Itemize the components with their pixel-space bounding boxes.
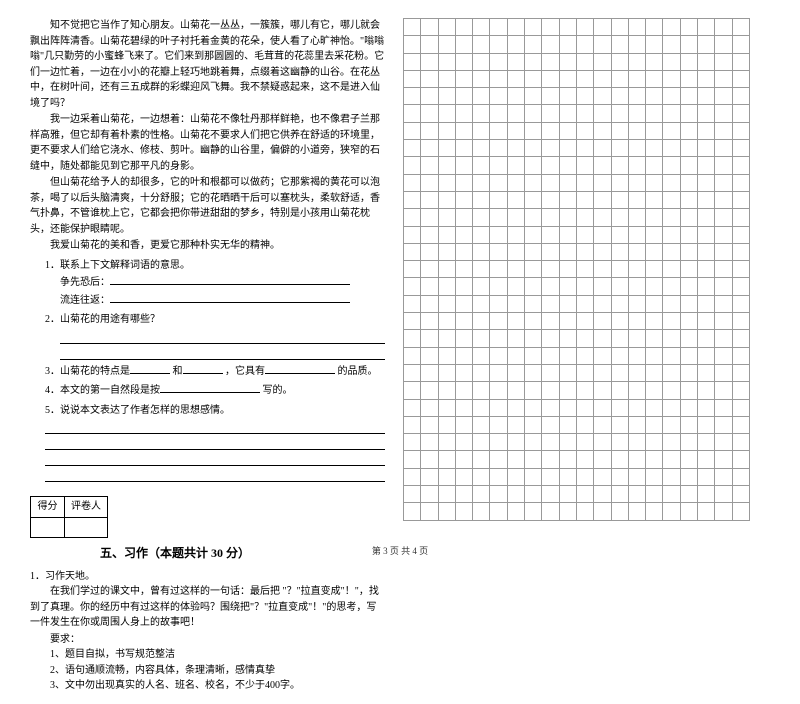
- score-h1: 得分: [31, 497, 65, 518]
- score-cell1[interactable]: [31, 517, 65, 538]
- q3c: ，它具有: [225, 366, 265, 377]
- q2-blank1[interactable]: [60, 330, 385, 344]
- q5: 5．说说本文表达了作者怎样的思想感情。: [45, 403, 385, 419]
- q4-blank[interactable]: [160, 383, 260, 393]
- writing-grid-wrap: [403, 18, 750, 521]
- writing-grid[interactable]: [404, 19, 750, 521]
- q2: 2．山菊花的用途有哪些？: [45, 312, 385, 328]
- page-footer: 第 3 页 共 4 页: [0, 544, 800, 557]
- q1b-label: 流连往返：: [60, 295, 110, 306]
- passage-p1: 知不觉把它当作了知心朋友。山菊花一丛丛，一簇簇，哪儿有它，哪儿就会飘出阵阵清香。…: [30, 18, 385, 111]
- right-column: [403, 18, 753, 694]
- q1a-label: 争先恐后：: [60, 277, 110, 288]
- q3-blank3[interactable]: [265, 364, 335, 374]
- q4b: 写的。: [263, 385, 293, 396]
- essay-t: 1．习作天地。: [30, 569, 385, 585]
- q3-blank1[interactable]: [130, 364, 170, 374]
- passage-p2: 我一边采着山菊花，一边想着：山菊花不像牡丹那样鲜艳，也不像君子兰那样高雅，但它却…: [30, 112, 385, 174]
- passage-p3: 但山菊花给予人的却很多，它的叶和根都可以做药；它那紫褐的黄花可以泡茶，喝了以后头…: [30, 175, 385, 237]
- score-cell2[interactable]: [65, 517, 108, 538]
- q3: 3．山菊花的特点是 和 ，它具有 的品质。: [45, 364, 385, 380]
- q3-blank2[interactable]: [183, 364, 223, 374]
- essay-r3: 3、文中勿出现真实的人名、班名、校名，不少于400字。: [30, 678, 385, 694]
- q2-blank2[interactable]: [60, 346, 385, 360]
- q5-blank2[interactable]: [45, 436, 385, 450]
- essay-req: 要求：: [30, 632, 385, 648]
- q5-blank3[interactable]: [45, 452, 385, 466]
- q1b: 流连往返：: [60, 293, 385, 309]
- q3b: 和: [173, 366, 183, 377]
- score-table: 得分 评卷人: [30, 496, 108, 538]
- q4: 4．本文的第一自然段是按 写的。: [45, 383, 385, 399]
- q5-blank1[interactable]: [45, 420, 385, 434]
- left-column: 知不觉把它当作了知心朋友。山菊花一丛丛，一簇簇，哪儿有它，哪儿就会飘出阵阵清香。…: [30, 18, 385, 694]
- q3a: 3．山菊花的特点是: [45, 366, 130, 377]
- essay-body: 在我们学过的课文中，曾有过这样的一句话：最后把 "？"拉直变成"！"，找到了真理…: [30, 584, 385, 631]
- q1b-blank[interactable]: [110, 293, 350, 303]
- q1a-blank[interactable]: [110, 275, 350, 285]
- essay-r2: 2、语句通顺流畅，内容具体，条理清晰，感情真挚: [30, 663, 385, 679]
- passage-p4: 我爱山菊花的美和香，更爱它那种朴实无华的精神。: [30, 238, 385, 254]
- score-h2: 评卷人: [65, 497, 108, 518]
- q4a: 4．本文的第一自然段是按: [45, 385, 160, 396]
- q5-blank4[interactable]: [45, 468, 385, 482]
- q1a: 争先恐后：: [60, 275, 385, 291]
- q1: 1．联系上下文解释词语的意思。: [45, 258, 385, 274]
- essay-r1: 1、题目自拟，书写规范整洁: [30, 647, 385, 663]
- q3d: 的品质。: [338, 366, 378, 377]
